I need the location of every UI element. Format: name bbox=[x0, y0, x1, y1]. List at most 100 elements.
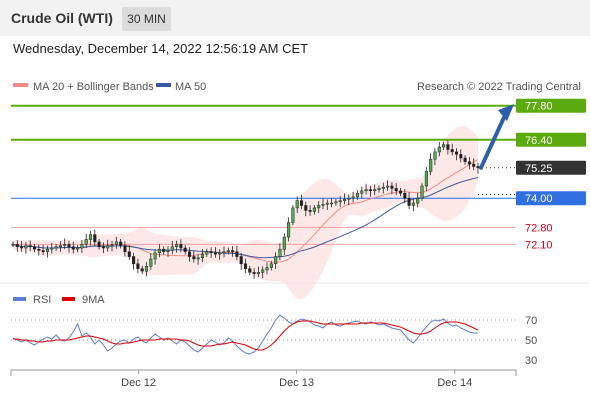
candle-body bbox=[446, 144, 450, 150]
candle-body bbox=[136, 263, 140, 269]
x-tick-label: Dec 13 bbox=[279, 377, 314, 389]
candle-body bbox=[50, 247, 54, 250]
candle-body bbox=[398, 190, 403, 194]
candle-body bbox=[20, 246, 24, 249]
candle-body bbox=[157, 248, 161, 254]
timestamp: Wednesday, December 14, 2022 12:56:19 AM… bbox=[13, 41, 309, 56]
candle-body bbox=[179, 244, 183, 249]
candle-body bbox=[239, 256, 243, 265]
candle-body bbox=[304, 205, 308, 211]
candle-body bbox=[101, 246, 105, 249]
candle-body bbox=[88, 234, 93, 240]
ma50-legend-swatch bbox=[156, 83, 171, 87]
candle-body bbox=[200, 253, 205, 258]
candle-body bbox=[170, 246, 174, 251]
price-tag-last bbox=[516, 160, 586, 175]
candle-body bbox=[205, 251, 209, 255]
candle-body bbox=[97, 241, 101, 248]
candle-body bbox=[403, 193, 407, 199]
candle-body bbox=[459, 154, 463, 159]
candle-body bbox=[84, 239, 88, 245]
candle-body bbox=[127, 251, 131, 257]
candle-body bbox=[209, 251, 213, 254]
x-tick-label: Dec 14 bbox=[437, 377, 472, 389]
rsi-ma-legend-label: 9MA bbox=[82, 294, 105, 306]
candle-body bbox=[93, 234, 97, 243]
candle-body bbox=[123, 245, 127, 252]
candle-body bbox=[192, 256, 196, 260]
candle-body bbox=[437, 146, 441, 153]
candle-body bbox=[355, 193, 360, 198]
price-tag-support-pivot bbox=[516, 191, 586, 206]
candle-body bbox=[394, 188, 398, 192]
candle-body bbox=[37, 248, 41, 251]
candle-body bbox=[282, 236, 286, 250]
candle-body bbox=[368, 189, 372, 192]
candle-body bbox=[476, 166, 480, 168]
candle-body bbox=[166, 250, 170, 252]
candle-body bbox=[360, 190, 364, 194]
rsi-tick-label: 50 bbox=[525, 335, 537, 347]
rsi-ma-line bbox=[13, 320, 479, 351]
candle-body bbox=[274, 256, 278, 265]
candle-body bbox=[67, 244, 71, 248]
forecast-arrow bbox=[479, 104, 514, 170]
candle-body bbox=[226, 250, 230, 252]
candle-body bbox=[373, 189, 377, 192]
candle-body bbox=[196, 257, 200, 260]
candle-body bbox=[390, 185, 394, 189]
ma50-line bbox=[12, 177, 479, 259]
credit-label: Research © 2022 Trading Central bbox=[417, 81, 581, 93]
price-tag-label: 77.80 bbox=[525, 101, 553, 113]
price-tag-label: 72.10 bbox=[525, 239, 553, 251]
candle-body bbox=[243, 263, 248, 269]
ma20-legend-swatch bbox=[13, 83, 28, 87]
candle-body bbox=[183, 247, 187, 252]
price-tag-label: 75.25 bbox=[525, 163, 553, 175]
candle-body bbox=[58, 245, 62, 248]
candle-body bbox=[24, 245, 28, 249]
candle-body bbox=[269, 263, 273, 268]
candle-body bbox=[114, 241, 118, 245]
candle-body bbox=[317, 205, 321, 209]
candle-body bbox=[299, 200, 304, 206]
candle-body bbox=[433, 151, 437, 160]
candle-body bbox=[45, 248, 50, 252]
candle-body bbox=[424, 171, 428, 187]
candle-body bbox=[308, 210, 312, 212]
candle-body bbox=[15, 244, 19, 248]
price-tag-resistance bbox=[516, 98, 586, 113]
candle-body bbox=[347, 197, 351, 200]
candle-body bbox=[32, 246, 37, 250]
candle-body bbox=[54, 246, 58, 249]
x-tick-labels: Dec 12 Dec 13 Dec 14 bbox=[121, 370, 472, 389]
candle-body bbox=[334, 201, 338, 204]
candle-body bbox=[110, 244, 114, 246]
candle-body bbox=[248, 268, 252, 273]
forecast-arrow-head bbox=[498, 104, 514, 122]
candle-body bbox=[411, 202, 415, 206]
candle-body bbox=[420, 185, 424, 199]
candle-body bbox=[252, 272, 256, 274]
candle-body bbox=[442, 144, 446, 148]
candle-body bbox=[231, 250, 235, 252]
candle-body bbox=[416, 197, 420, 204]
candle-body bbox=[454, 151, 459, 155]
x-tick-label: Dec 12 bbox=[121, 377, 156, 389]
candle-body bbox=[338, 200, 342, 203]
timeframe-badge[interactable]: 30 MIN bbox=[122, 7, 171, 31]
candle-body bbox=[28, 245, 32, 248]
candle-body bbox=[278, 248, 282, 257]
price-tag-label: 74.00 bbox=[525, 193, 553, 205]
candle-body bbox=[218, 252, 222, 255]
ma20-legend-label: MA 20 + Bollinger Bands bbox=[33, 81, 154, 93]
candle-body bbox=[295, 200, 299, 209]
candle-body bbox=[386, 185, 390, 188]
rsi-legend-label: RSI bbox=[33, 294, 51, 306]
rsi-panel: 70 50 30 bbox=[11, 314, 537, 367]
candle-body bbox=[342, 199, 347, 201]
candle-body bbox=[187, 251, 192, 257]
candle-body bbox=[450, 149, 454, 153]
